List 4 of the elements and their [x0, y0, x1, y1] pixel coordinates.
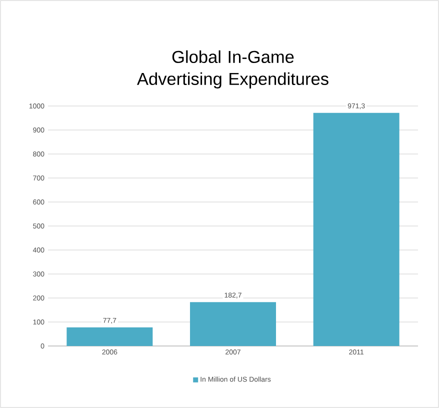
bar: [66, 327, 153, 346]
bar: [190, 302, 276, 346]
bar: [313, 112, 400, 346]
chart-title: Global In-Game Advertising Expenditures: [136, 50, 328, 88]
